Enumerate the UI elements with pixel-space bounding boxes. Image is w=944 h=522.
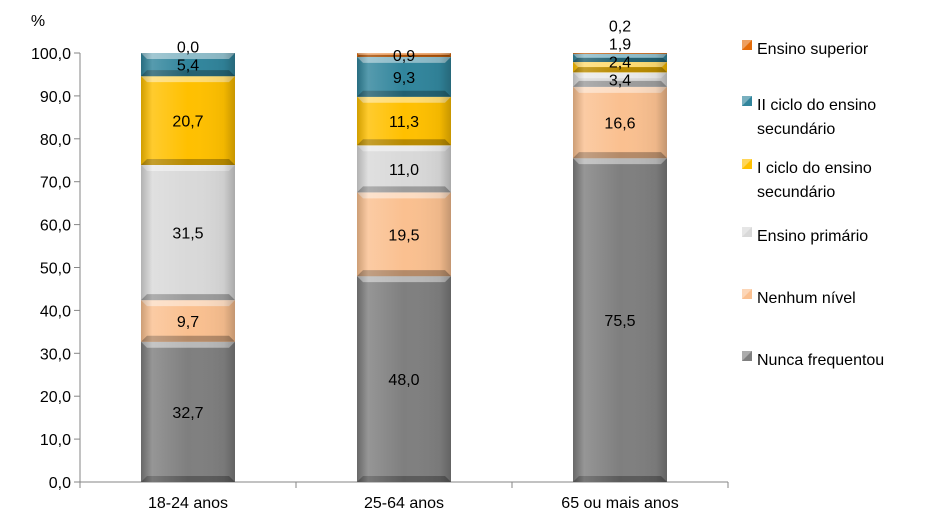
y-tick-label: 60,0 [40,218,71,235]
data-label: 32,7 [172,405,203,422]
y-tick-label: 80,0 [40,132,71,149]
y-tick-label: 90,0 [40,89,71,106]
x-tick-label: 65 ou mais anos [561,495,678,512]
data-label: 1,9 [609,37,631,54]
data-label: 5,4 [177,58,199,75]
data-label: 11,3 [389,114,419,131]
y-tick-label: 10,0 [40,432,71,449]
data-label: 3,4 [609,73,631,90]
data-label: 19,5 [388,227,419,244]
data-label: 31,5 [172,226,203,243]
data-label: 0,9 [393,48,415,65]
y-tick-label: 0,0 [49,475,71,492]
legend-entry: Nunca frequentou [742,351,884,369]
data-label: 9,7 [177,314,199,331]
data-label: 48,0 [388,372,419,389]
y-tick-label: 40,0 [40,303,71,320]
legend-entry: Nenhum nível [742,289,856,307]
legend-entry: Ensino primário [742,227,868,245]
data-label: 20,7 [172,114,203,131]
x-tick-label: 25-64 anos [364,495,444,512]
data-label: 0,0 [177,40,199,57]
legend-label: Nenhum nível [757,290,856,307]
data-label: 16,6 [604,115,635,132]
legend-label: I ciclo do ensino [757,160,872,177]
legend-entry: I ciclo do ensino secundário [742,159,872,201]
y-tick-label: 20,0 [40,389,71,406]
data-label: 9,3 [393,70,415,87]
legend-label: secundário [757,184,835,201]
x-tick-label: 18-24 anos [148,495,228,512]
y-tick-label: 30,0 [40,346,71,363]
legend-label: Nunca frequentou [757,352,884,369]
y-tick-label: 100,0 [31,46,71,63]
y-tick-label: 70,0 [40,175,71,192]
data-label: 75,5 [604,313,635,330]
legend-label: Ensino superior [757,41,869,58]
data-label: 2,4 [609,55,631,72]
y-tick-label: 50,0 [40,261,71,278]
data-label: 11,0 [389,162,419,179]
legend-entry: Ensino superior [742,40,869,58]
y-axis-unit-label: % [31,13,45,30]
data-label: 0,2 [609,19,631,36]
legend-entry: II ciclo do ensino secundário [742,96,876,138]
legend-label: secundário [757,121,835,138]
legend-label: Ensino primário [757,228,868,245]
legend-label: II ciclo do ensino [757,97,876,114]
